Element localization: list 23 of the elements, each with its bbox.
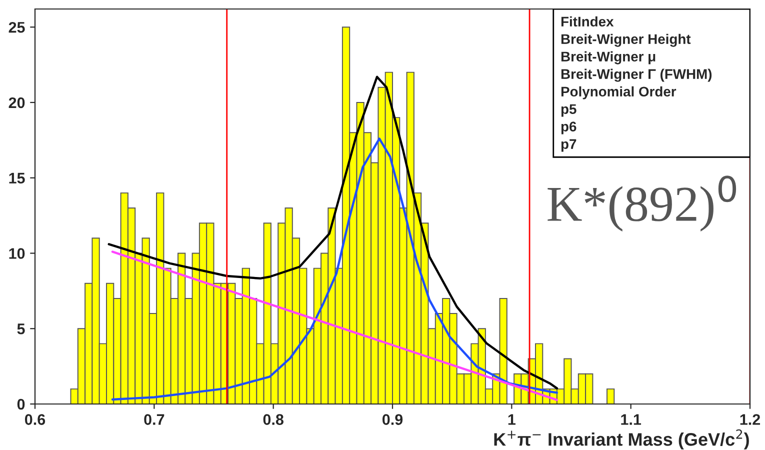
y-tick-label: 25 (8, 22, 25, 33)
x-tick-label: 0.6 (24, 414, 46, 425)
y-tick-label: 5 (17, 324, 25, 334)
x-axis-title: K$^{+}$π$^{−}$ Invariant Mass (GeV/c$^{2}$) (494, 429, 749, 450)
y-tick-label: 0 (17, 398, 25, 410)
x-tick-label: 0.9 (382, 414, 403, 425)
x-tick-label: 0.8 (263, 414, 284, 425)
y-tick-label: 15 (9, 172, 25, 184)
y-tick-label: 20 (8, 97, 25, 108)
x-tick-label: 1.1 (621, 414, 642, 425)
x-tick-label: 1 (508, 414, 516, 425)
annotation: Breit-Wigner Height (561, 34, 691, 47)
annotation: p5 (561, 104, 576, 117)
annotation: p6 (561, 122, 576, 134)
y-tick-label: 10 (9, 248, 25, 259)
annotation: Polynomial Order (561, 86, 676, 100)
annotation: Breit-Wigner Γ (FWHM) (561, 68, 712, 82)
x-tick-label: 1.2 (740, 414, 760, 425)
x-tick-label: 0.7 (144, 414, 164, 425)
annotation: FitIndex (561, 16, 614, 27)
annotation: Breit-Wigner μ (561, 51, 656, 64)
annotation: K*(892)$^{0}$ (548, 176, 736, 232)
annotation: p7 (561, 139, 576, 152)
